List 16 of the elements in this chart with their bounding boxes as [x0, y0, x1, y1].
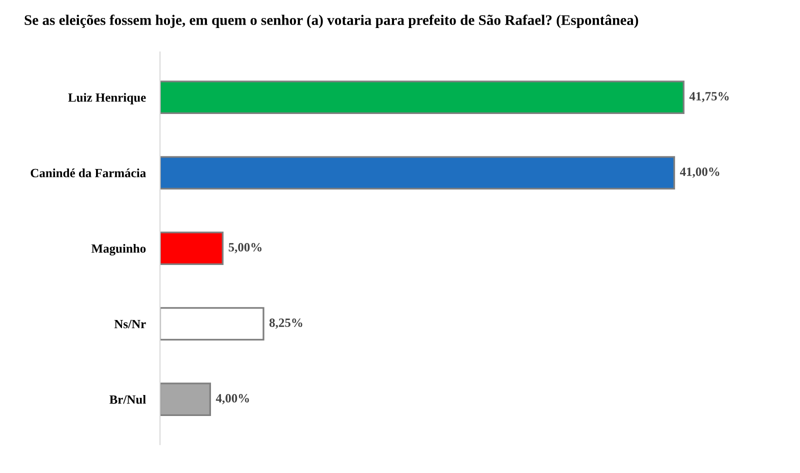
data-label: 41,75% [689, 92, 729, 102]
data-label: 41,00% [680, 168, 720, 178]
chart-title: Se as eleições fossem hoje, em quem o senhor (a) votaria para prefeito de São Rafael? (Espontânea) [24, 14, 638, 28]
data-label: 8,25% [269, 318, 302, 329]
y-tick-label: Maguinho [91, 244, 146, 256]
bar [160, 232, 224, 266]
bar [160, 80, 684, 114]
data-label: 4,00% [216, 394, 249, 404]
bar [160, 307, 264, 341]
y-tick-label: Luiz Henrique [68, 92, 146, 104]
bar [160, 156, 676, 190]
bar [160, 382, 212, 416]
y-tick-label: Canindé da Farmácia [30, 168, 146, 178]
y-tick-label: Ns/Nr [114, 320, 146, 328]
data-label: 5,00% [228, 243, 262, 254]
y-tick-label: Br/Nul [110, 394, 146, 404]
